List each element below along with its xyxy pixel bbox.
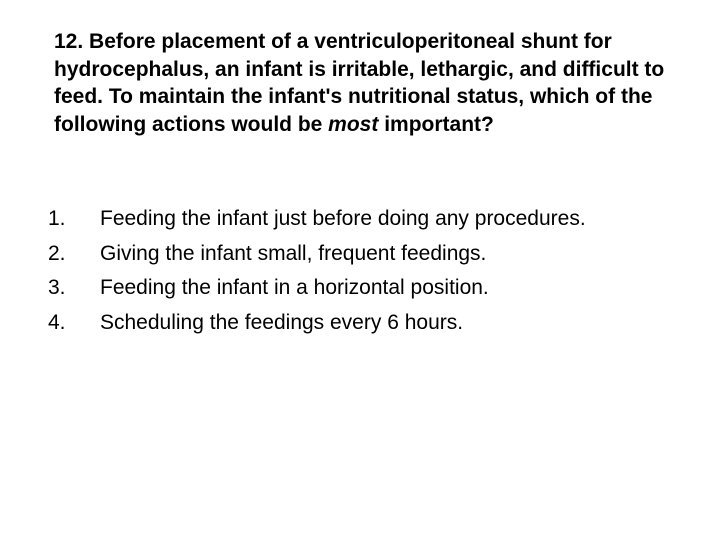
option-row: 4. Scheduling the feedings every 6 hours… (48, 309, 672, 337)
option-text: Feeding the infant in a horizontal posit… (100, 274, 672, 302)
option-row: 3. Feeding the infant in a horizontal po… (48, 274, 672, 302)
option-text: Giving the infant small, frequent feedin… (100, 240, 672, 268)
option-number: 3. (48, 274, 100, 302)
question-number: 12. (54, 30, 83, 53)
option-number: 4. (48, 309, 100, 337)
stem-text-2: important? (378, 113, 494, 136)
option-row: 1. Feeding the infant just before doing … (48, 205, 672, 233)
option-row: 2. Giving the infant small, frequent fee… (48, 240, 672, 268)
option-number: 2. (48, 240, 100, 268)
option-text: Feeding the infant just before doing any… (100, 205, 672, 233)
option-number: 1. (48, 205, 100, 233)
question-stem: 12. Before placement of a ventriculoperi… (48, 28, 672, 139)
option-text: Scheduling the feedings every 6 hours. (100, 309, 672, 337)
options-list: 1. Feeding the infant just before doing … (48, 205, 672, 337)
stem-italic: most (328, 113, 378, 136)
